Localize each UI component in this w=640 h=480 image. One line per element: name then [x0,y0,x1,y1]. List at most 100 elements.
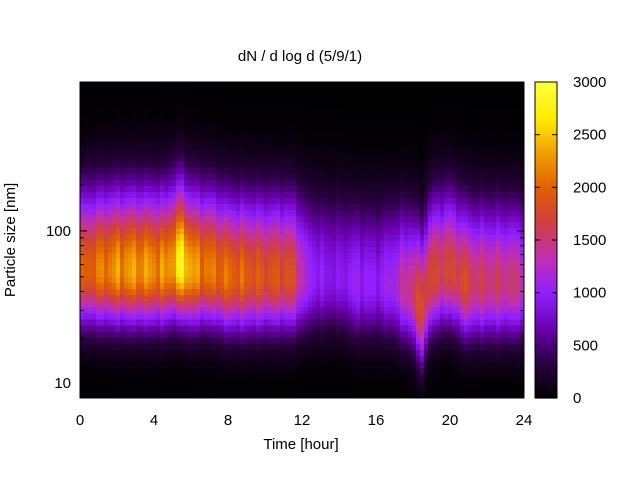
heatmap-cell [208,106,213,113]
heatmap-cell [372,136,377,144]
heatmap-cell [272,270,277,278]
heatmap-cell [312,355,317,363]
heatmap-cell [352,94,357,101]
heatmap-cell [336,100,341,107]
heatmap-cell [160,130,165,138]
heatmap-cell [276,221,281,229]
heatmap-cell [272,337,277,344]
heatmap-cell [232,325,237,332]
heatmap-cell [132,240,137,247]
heatmap-cell [420,233,425,241]
heatmap-cell [176,142,181,150]
heatmap-cell [244,282,249,290]
heatmap-cell [336,325,341,332]
heatmap-cell [296,300,301,308]
heatmap-cell [136,300,141,308]
heatmap-cell [108,130,113,138]
heatmap-cell [276,373,281,381]
heatmap-cell [208,246,213,253]
heatmap-cell [288,319,293,326]
heatmap-cell [372,349,377,357]
heatmap-cell [396,294,401,302]
heatmap-cell [324,343,329,350]
heatmap-cell [384,112,389,120]
heatmap-cell [264,288,269,296]
heatmap-cell [296,343,301,350]
heatmap-cell [400,179,405,186]
heatmap-cell [312,385,317,393]
heatmap-cell [364,240,369,247]
heatmap-cell [284,161,289,168]
heatmap-cell [188,258,193,265]
heatmap-cell [288,294,293,302]
heatmap-cell [328,294,333,302]
heatmap-cell [216,136,221,144]
heatmap-cell [120,142,125,150]
heatmap-cell [228,282,233,290]
heatmap-cell [416,252,421,259]
heatmap-cell [392,319,397,326]
heatmap-cell [356,142,361,150]
heatmap-cell [284,282,289,290]
heatmap-cell [372,167,377,174]
heatmap-cell [460,112,465,120]
heatmap-cell [152,379,157,387]
heatmap-cell [216,221,221,229]
heatmap-cell [356,300,361,308]
heatmap-cell [416,221,421,229]
heatmap-cell [276,391,281,398]
heatmap-cell [248,337,253,344]
heatmap-cell [156,118,161,126]
heatmap-cell [376,300,381,308]
heatmap-cell [212,148,217,156]
heatmap-cell [404,215,409,223]
heatmap-cell [272,294,277,302]
heatmap-cell [328,142,333,150]
heatmap-cell [356,312,361,320]
heatmap-cell [252,112,257,120]
heatmap-cell [416,154,421,162]
heatmap-cell [360,191,365,199]
heatmap-cell [256,179,261,186]
heatmap-cell [100,233,105,241]
heatmap-cell [384,306,389,314]
heatmap-cell [292,325,297,332]
heatmap-cell [444,88,449,95]
heatmap-cell [188,319,193,326]
heatmap-cell [288,252,293,259]
heatmap-cell [312,221,317,229]
heatmap-cell [332,215,337,223]
heatmap-cell [116,173,121,180]
heatmap-cell [100,191,105,199]
heatmap-cell [372,355,377,363]
heatmap-cell [296,361,301,369]
heatmap-cell [380,118,385,126]
heatmap-cell [220,312,225,320]
heatmap-cell [248,136,253,144]
heatmap-cell [136,385,141,393]
heatmap-cell [172,349,177,357]
heatmap-cell [220,349,225,357]
heatmap-cell [428,361,433,369]
heatmap-cell [156,319,161,326]
heatmap-cell [120,246,125,253]
heatmap-cell [320,288,325,296]
heatmap-cell [408,191,413,199]
heatmap-cell [196,82,201,89]
heatmap-cell [332,130,337,138]
heatmap-cell [396,258,401,265]
heatmap-cell [204,379,209,387]
heatmap-cell [156,167,161,174]
heatmap-cell [352,130,357,138]
heatmap-cell [212,88,217,95]
heatmap-cell [432,197,437,205]
heatmap-cell [264,215,269,223]
heatmap-cell [256,130,261,138]
heatmap-cell [284,124,289,132]
heatmap-cell [224,136,229,144]
heatmap-cell [328,130,333,138]
heatmap-cell [372,179,377,186]
heatmap-cell [416,379,421,387]
heatmap-cell [444,385,449,393]
heatmap-cell [372,246,377,253]
